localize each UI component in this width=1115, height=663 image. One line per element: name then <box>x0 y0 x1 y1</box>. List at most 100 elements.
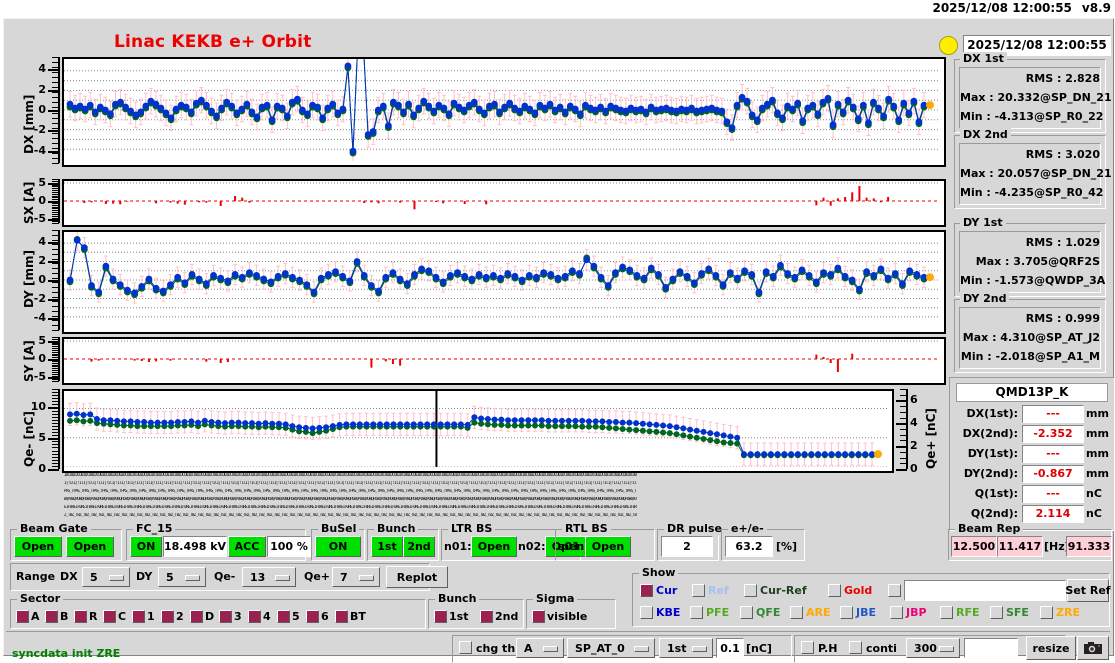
axis-minor-tick <box>52 450 59 452</box>
set-ref-button[interactable]: Set Ref <box>1065 579 1111 602</box>
show-checkbox-rfe[interactable] <box>940 606 953 619</box>
axis-minor-tick <box>900 389 907 390</box>
ltr-n02-open[interactable]: Open <box>545 536 591 557</box>
show-checkbox-kbe[interactable] <box>640 606 653 619</box>
show-checkbox-cur-ref[interactable] <box>744 584 757 597</box>
beam-rep-hz-unit: [Hz] <box>1044 540 1070 553</box>
axis-tick-label: -5 <box>33 212 46 226</box>
chg-th-sector-select[interactable]: A <box>516 638 564 658</box>
sector-checkbox-a[interactable] <box>16 610 29 623</box>
range-qem-select[interactable]: 13 <box>242 567 296 587</box>
divider <box>6 631 1110 632</box>
show-checkbox-jbp[interactable] <box>890 606 903 619</box>
axis-minor-tick <box>52 338 59 340</box>
show-label-qfe: QFE <box>756 606 781 619</box>
bunch-checkbox-1st[interactable] <box>434 610 447 623</box>
sector-checkbox-b[interactable] <box>45 610 58 623</box>
bunch-checkbox-2nd[interactable] <box>480 610 493 623</box>
busel-on-button[interactable]: ON <box>315 536 361 557</box>
show-checkbox-jbe[interactable] <box>840 606 853 619</box>
plot-sy-canvas[interactable] <box>62 337 946 385</box>
beam-gate-open-1[interactable]: Open <box>14 536 62 557</box>
conti-count-select[interactable]: 300 <box>906 638 960 658</box>
ltr-n01-open[interactable]: Open <box>471 536 517 557</box>
stat-min: Min : -2.018@SP_A1_M <box>960 350 1100 363</box>
resize-button[interactable]: resize <box>1026 636 1076 660</box>
sector-checkbox-2[interactable] <box>161 610 174 623</box>
axis-minor-tick <box>52 204 59 206</box>
show-checkbox-zre[interactable] <box>1040 606 1053 619</box>
epem-value-field[interactable]: 63.2 <box>725 536 773 557</box>
plot-qe-canvas[interactable] <box>62 389 894 473</box>
range-qep-value: 7 <box>340 570 348 584</box>
replot-button[interactable]: Replot <box>386 566 448 588</box>
sector-checkbox-6[interactable] <box>306 610 319 623</box>
axis-minor-tick <box>52 188 59 190</box>
show-checkbox-qfe[interactable] <box>740 606 753 619</box>
fc15-acc-button[interactable]: ACC <box>228 536 266 557</box>
axis-minor-tick <box>52 127 59 129</box>
fc15-on-button[interactable]: ON <box>130 536 162 557</box>
show-label-kbe: KBE <box>656 606 681 619</box>
axis-minor-tick <box>52 381 59 382</box>
sigma-group: Sigma <box>526 592 616 629</box>
sigma-checkbox-visible[interactable] <box>532 610 545 623</box>
plot-dx-canvas[interactable] <box>62 57 946 167</box>
plot-sx-canvas[interactable] <box>62 179 946 227</box>
range-dy-select[interactable]: 5 <box>158 567 206 587</box>
axis-minor-tick <box>52 186 59 188</box>
bunch-1st-button[interactable]: 1st <box>371 536 403 557</box>
version-label: v8.9 <box>1081 1 1111 15</box>
beam-gate-open-2[interactable]: Open <box>66 536 114 557</box>
axis-minor-tick <box>52 244 59 246</box>
sector-checkbox-5[interactable] <box>277 610 290 623</box>
sector-checkbox-1[interactable] <box>132 610 145 623</box>
fc15-percent-field[interactable]: 100 % <box>267 536 311 557</box>
control-area: Beam Gate Open Open FC_15 ON 18.498 kV A… <box>4 521 1113 663</box>
show-checkbox-ave10[interactable] <box>888 584 901 597</box>
show-checkbox-pfe[interactable] <box>690 606 703 619</box>
fc15-voltage-field[interactable]: 18.498 kV <box>163 536 227 557</box>
plot-dy-canvas[interactable] <box>62 230 946 334</box>
chg-th-bpm-select[interactable]: SP_AT_0 <box>567 638 655 658</box>
range-qem-value: 13 <box>250 570 266 584</box>
sector-checkbox-d[interactable] <box>190 610 203 623</box>
sector-checkbox-3[interactable] <box>219 610 232 623</box>
axis-tick-label: -5 <box>33 370 46 384</box>
dr-pulse-field[interactable]: 2 <box>661 536 713 557</box>
show-label-rfe: RFE <box>956 606 980 619</box>
bunch-2nd-button[interactable]: 2nd <box>403 536 435 557</box>
show-checkbox-ref[interactable] <box>692 584 705 597</box>
qmd-row-label: Q(1st): <box>974 487 1018 500</box>
axis-tick-label: 6 <box>910 393 918 407</box>
chg-th-threshold-field[interactable]: 0.1 <box>716 638 744 658</box>
axis-tick-label: 0 <box>910 462 918 475</box>
conti-blank-field[interactable] <box>964 638 1018 658</box>
show-checkbox-sfe[interactable] <box>990 606 1003 619</box>
show-label-jbp: JBP <box>906 606 927 619</box>
sector-label-d: D <box>205 610 215 623</box>
axis-minor-tick <box>52 282 59 284</box>
sector-checkbox-r[interactable] <box>74 610 87 623</box>
chg-th-checkbox[interactable] <box>459 641 472 654</box>
axis-minor-tick <box>52 447 59 449</box>
show-checkbox-are[interactable] <box>790 606 803 619</box>
sector-checkbox-4[interactable] <box>248 610 261 623</box>
show-checkbox-cur[interactable] <box>640 584 653 597</box>
show-checkbox-gold[interactable] <box>828 584 841 597</box>
range-qep-select[interactable]: 7 <box>332 567 380 587</box>
rtl-s01-open[interactable]: Open <box>585 536 631 557</box>
camera-icon[interactable] <box>1077 636 1109 660</box>
range-qem-label: Qe- <box>214 570 236 583</box>
chevron-down-icon <box>692 646 707 652</box>
range-dx-select[interactable]: 5 <box>82 567 130 587</box>
axis-major-tick <box>896 469 907 471</box>
chg-th-bunch-select[interactable]: 1st <box>659 638 713 658</box>
sector-checkbox-c[interactable] <box>103 610 116 623</box>
stat-rms: RMS : 1.029 <box>1025 236 1100 249</box>
ph-checkbox[interactable] <box>801 641 814 654</box>
sector-checkbox-bt[interactable] <box>335 610 348 623</box>
set-ref-input[interactable] <box>904 580 1066 601</box>
axis-tick-label: 2 <box>910 439 918 453</box>
conti-checkbox[interactable] <box>849 641 862 654</box>
